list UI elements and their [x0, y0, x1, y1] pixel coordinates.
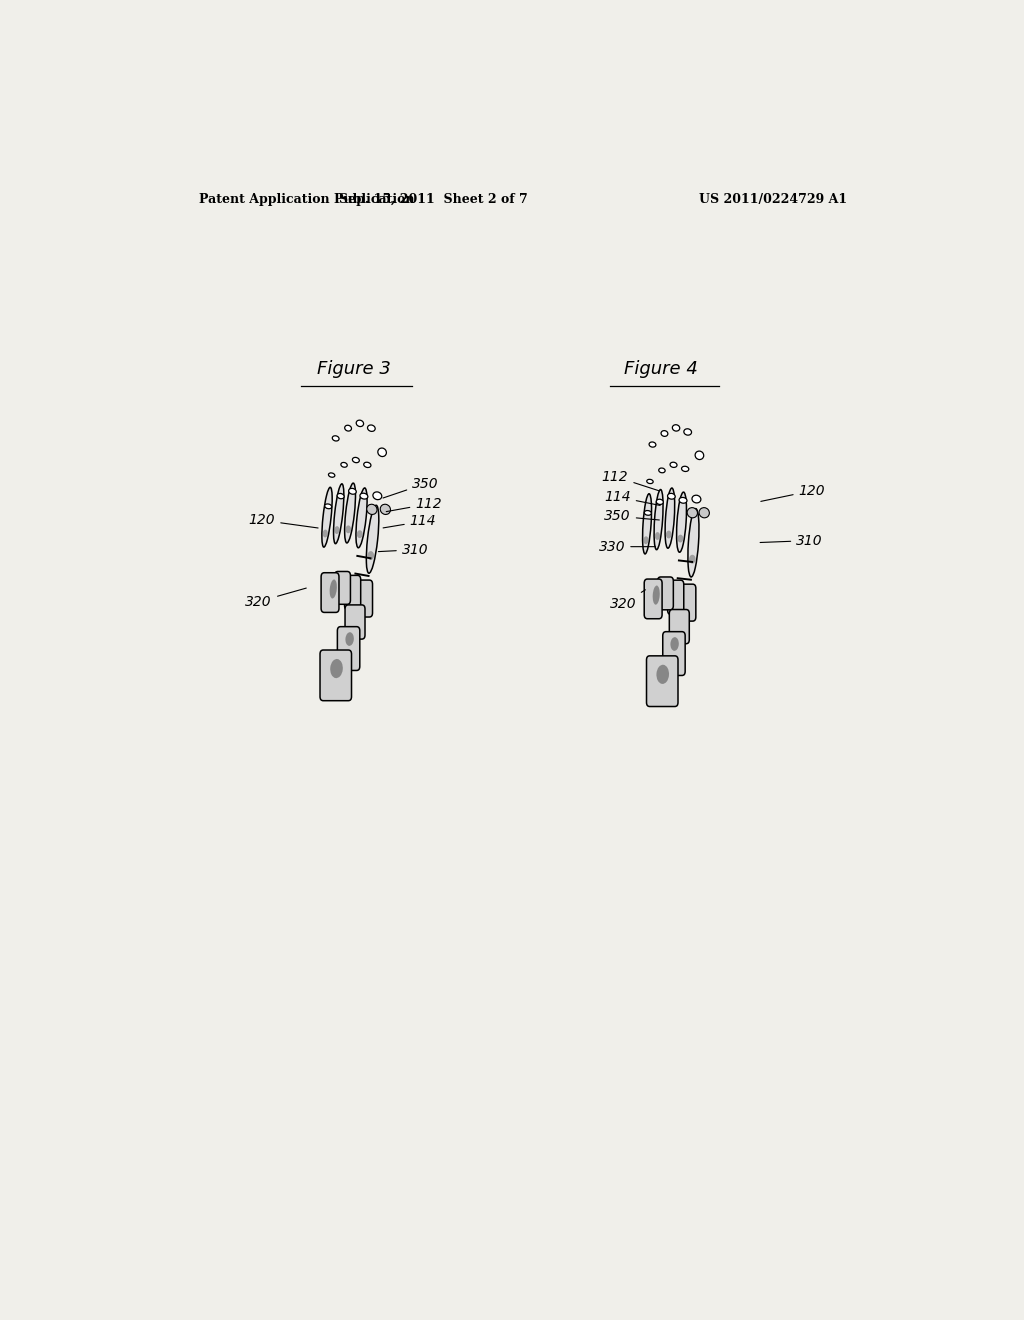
Ellipse shape: [647, 479, 653, 483]
Ellipse shape: [666, 531, 672, 539]
Ellipse shape: [670, 462, 677, 467]
Ellipse shape: [688, 508, 699, 577]
Ellipse shape: [368, 425, 375, 432]
Ellipse shape: [654, 532, 660, 540]
Ellipse shape: [364, 462, 371, 467]
Ellipse shape: [665, 488, 675, 548]
FancyBboxPatch shape: [646, 656, 678, 706]
Ellipse shape: [329, 473, 335, 478]
Ellipse shape: [673, 425, 680, 432]
Ellipse shape: [643, 494, 651, 554]
Ellipse shape: [367, 504, 377, 515]
Ellipse shape: [356, 531, 362, 539]
Ellipse shape: [658, 469, 666, 473]
Text: 112: 112: [386, 496, 442, 512]
Ellipse shape: [356, 488, 367, 548]
Text: Patent Application Publication: Patent Application Publication: [200, 193, 415, 206]
FancyBboxPatch shape: [668, 581, 684, 614]
FancyBboxPatch shape: [677, 585, 696, 622]
Text: 330: 330: [599, 540, 655, 553]
Text: 120: 120: [249, 513, 318, 528]
Ellipse shape: [662, 430, 668, 437]
Text: Figure 3: Figure 3: [317, 360, 391, 378]
Ellipse shape: [682, 466, 689, 471]
Ellipse shape: [332, 436, 339, 441]
Ellipse shape: [679, 498, 687, 503]
Text: Sep. 15, 2011  Sheet 2 of 7: Sep. 15, 2011 Sheet 2 of 7: [339, 193, 528, 206]
Ellipse shape: [643, 536, 648, 544]
FancyBboxPatch shape: [644, 579, 663, 619]
Text: 320: 320: [609, 590, 645, 611]
Ellipse shape: [330, 579, 337, 598]
Ellipse shape: [330, 659, 343, 678]
Ellipse shape: [678, 535, 683, 543]
Ellipse shape: [373, 492, 382, 500]
Ellipse shape: [677, 492, 686, 552]
Ellipse shape: [345, 425, 351, 432]
Ellipse shape: [334, 484, 344, 544]
Ellipse shape: [367, 506, 379, 573]
Ellipse shape: [341, 462, 347, 467]
Ellipse shape: [644, 511, 651, 515]
Text: 120: 120: [761, 483, 825, 502]
Ellipse shape: [687, 508, 697, 517]
Ellipse shape: [352, 458, 359, 463]
FancyBboxPatch shape: [322, 573, 339, 612]
Ellipse shape: [692, 495, 700, 503]
Ellipse shape: [649, 442, 656, 447]
Ellipse shape: [380, 504, 390, 515]
Text: 114: 114: [604, 490, 660, 506]
Ellipse shape: [656, 665, 669, 684]
Ellipse shape: [656, 499, 664, 504]
Ellipse shape: [359, 494, 368, 499]
FancyBboxPatch shape: [657, 577, 674, 610]
Text: 310: 310: [379, 543, 428, 557]
FancyBboxPatch shape: [337, 627, 359, 671]
Text: US 2011/0224729 A1: US 2011/0224729 A1: [699, 193, 848, 206]
Text: 350: 350: [383, 477, 438, 498]
Ellipse shape: [323, 529, 328, 537]
Ellipse shape: [348, 488, 356, 494]
Ellipse shape: [337, 494, 344, 499]
Ellipse shape: [345, 525, 351, 533]
FancyBboxPatch shape: [663, 632, 685, 676]
FancyBboxPatch shape: [670, 610, 689, 644]
Ellipse shape: [689, 554, 695, 564]
Ellipse shape: [345, 483, 355, 543]
Ellipse shape: [368, 552, 374, 560]
Ellipse shape: [356, 420, 364, 426]
Text: 310: 310: [760, 533, 823, 548]
FancyBboxPatch shape: [335, 572, 350, 605]
FancyBboxPatch shape: [354, 579, 373, 616]
Ellipse shape: [322, 487, 332, 546]
Ellipse shape: [652, 586, 659, 605]
Text: 350: 350: [604, 510, 659, 523]
FancyBboxPatch shape: [345, 605, 365, 639]
Text: Figure 4: Figure 4: [625, 360, 698, 378]
Ellipse shape: [334, 527, 340, 535]
Ellipse shape: [325, 504, 332, 508]
Text: 112: 112: [602, 470, 659, 491]
Ellipse shape: [695, 451, 703, 459]
Ellipse shape: [684, 429, 691, 436]
Ellipse shape: [345, 632, 354, 645]
Ellipse shape: [671, 638, 679, 651]
Text: 320: 320: [246, 589, 306, 609]
FancyBboxPatch shape: [344, 576, 360, 610]
FancyBboxPatch shape: [321, 649, 351, 701]
Ellipse shape: [378, 447, 386, 457]
Ellipse shape: [654, 490, 664, 549]
Text: 114: 114: [383, 515, 436, 528]
Ellipse shape: [668, 494, 675, 499]
Ellipse shape: [699, 508, 710, 517]
